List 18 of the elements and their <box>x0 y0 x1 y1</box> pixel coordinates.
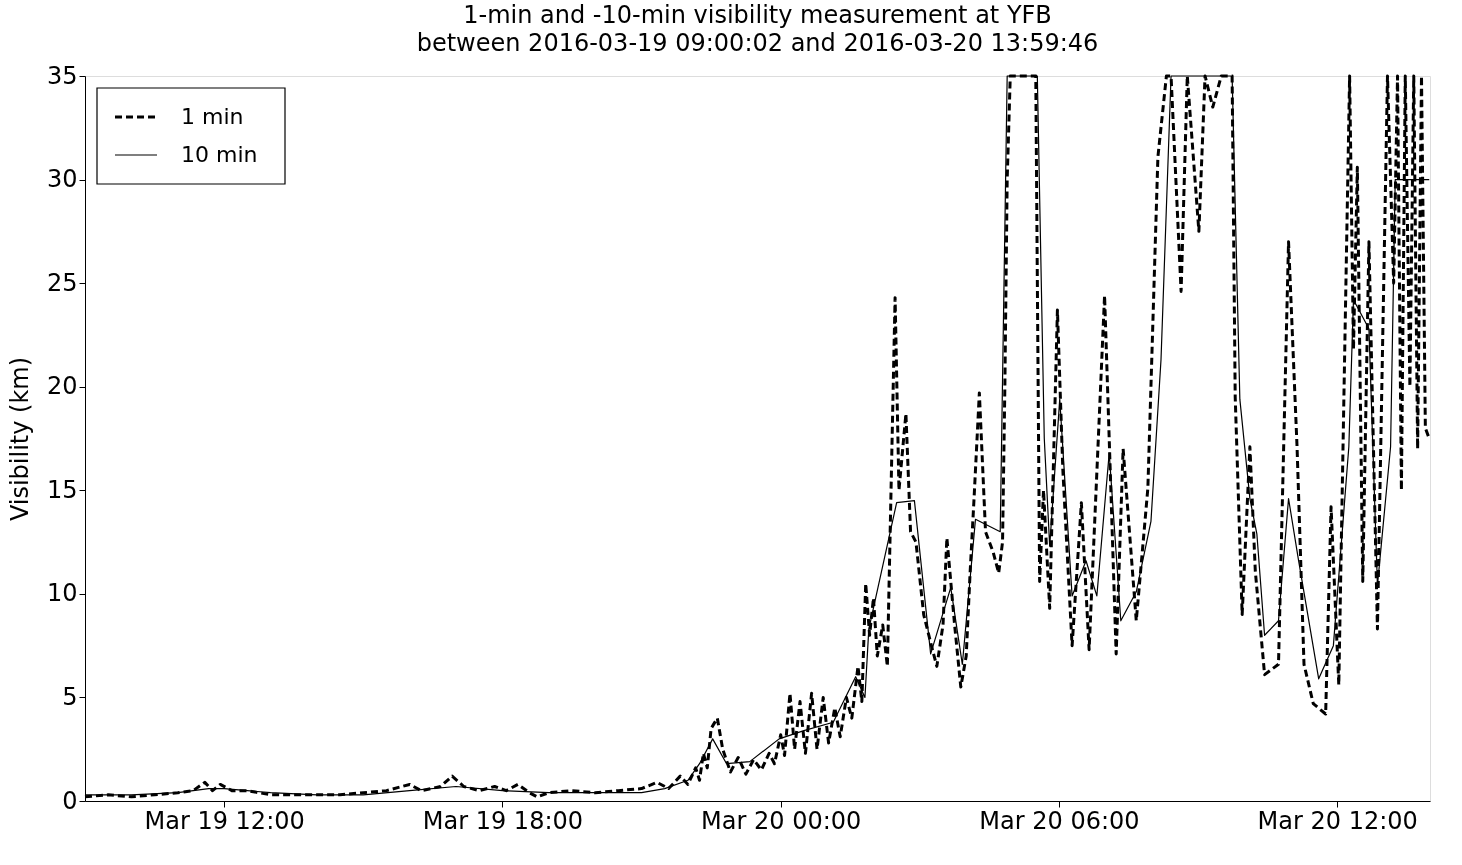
x-tick-label: Mar 20 06:00 <box>979 806 1140 835</box>
y-tick-label: 10 <box>46 579 78 608</box>
legend-label: 1 min <box>181 104 244 129</box>
y-tick-label: 25 <box>46 268 78 297</box>
y-tick-label: 20 <box>46 372 78 401</box>
y-tick-label: 35 <box>46 61 78 90</box>
y-tick-label: 0 <box>62 786 78 815</box>
chart-subtitle: between 2016-03-19 09:00:02 and 2016-03-20 13:59:46 <box>416 29 1099 57</box>
x-tick-label: Mar 19 12:00 <box>144 806 305 835</box>
y-tick-label: 15 <box>46 475 78 504</box>
x-tick-label: Mar 19 18:00 <box>422 806 584 835</box>
x-tick-label: Mar 20 00:00 <box>701 806 862 835</box>
y-axis-title: Visibility (km) <box>5 356 34 522</box>
y-tick-label: 30 <box>46 165 78 194</box>
chart-title: 1-min and -10-min visibility measurement at YFB <box>463 1 1052 29</box>
y-tick-label: 5 <box>62 682 78 711</box>
x-tick-label: Mar 20 12:00 <box>1257 806 1418 835</box>
legend-label: 10 min <box>181 142 258 167</box>
